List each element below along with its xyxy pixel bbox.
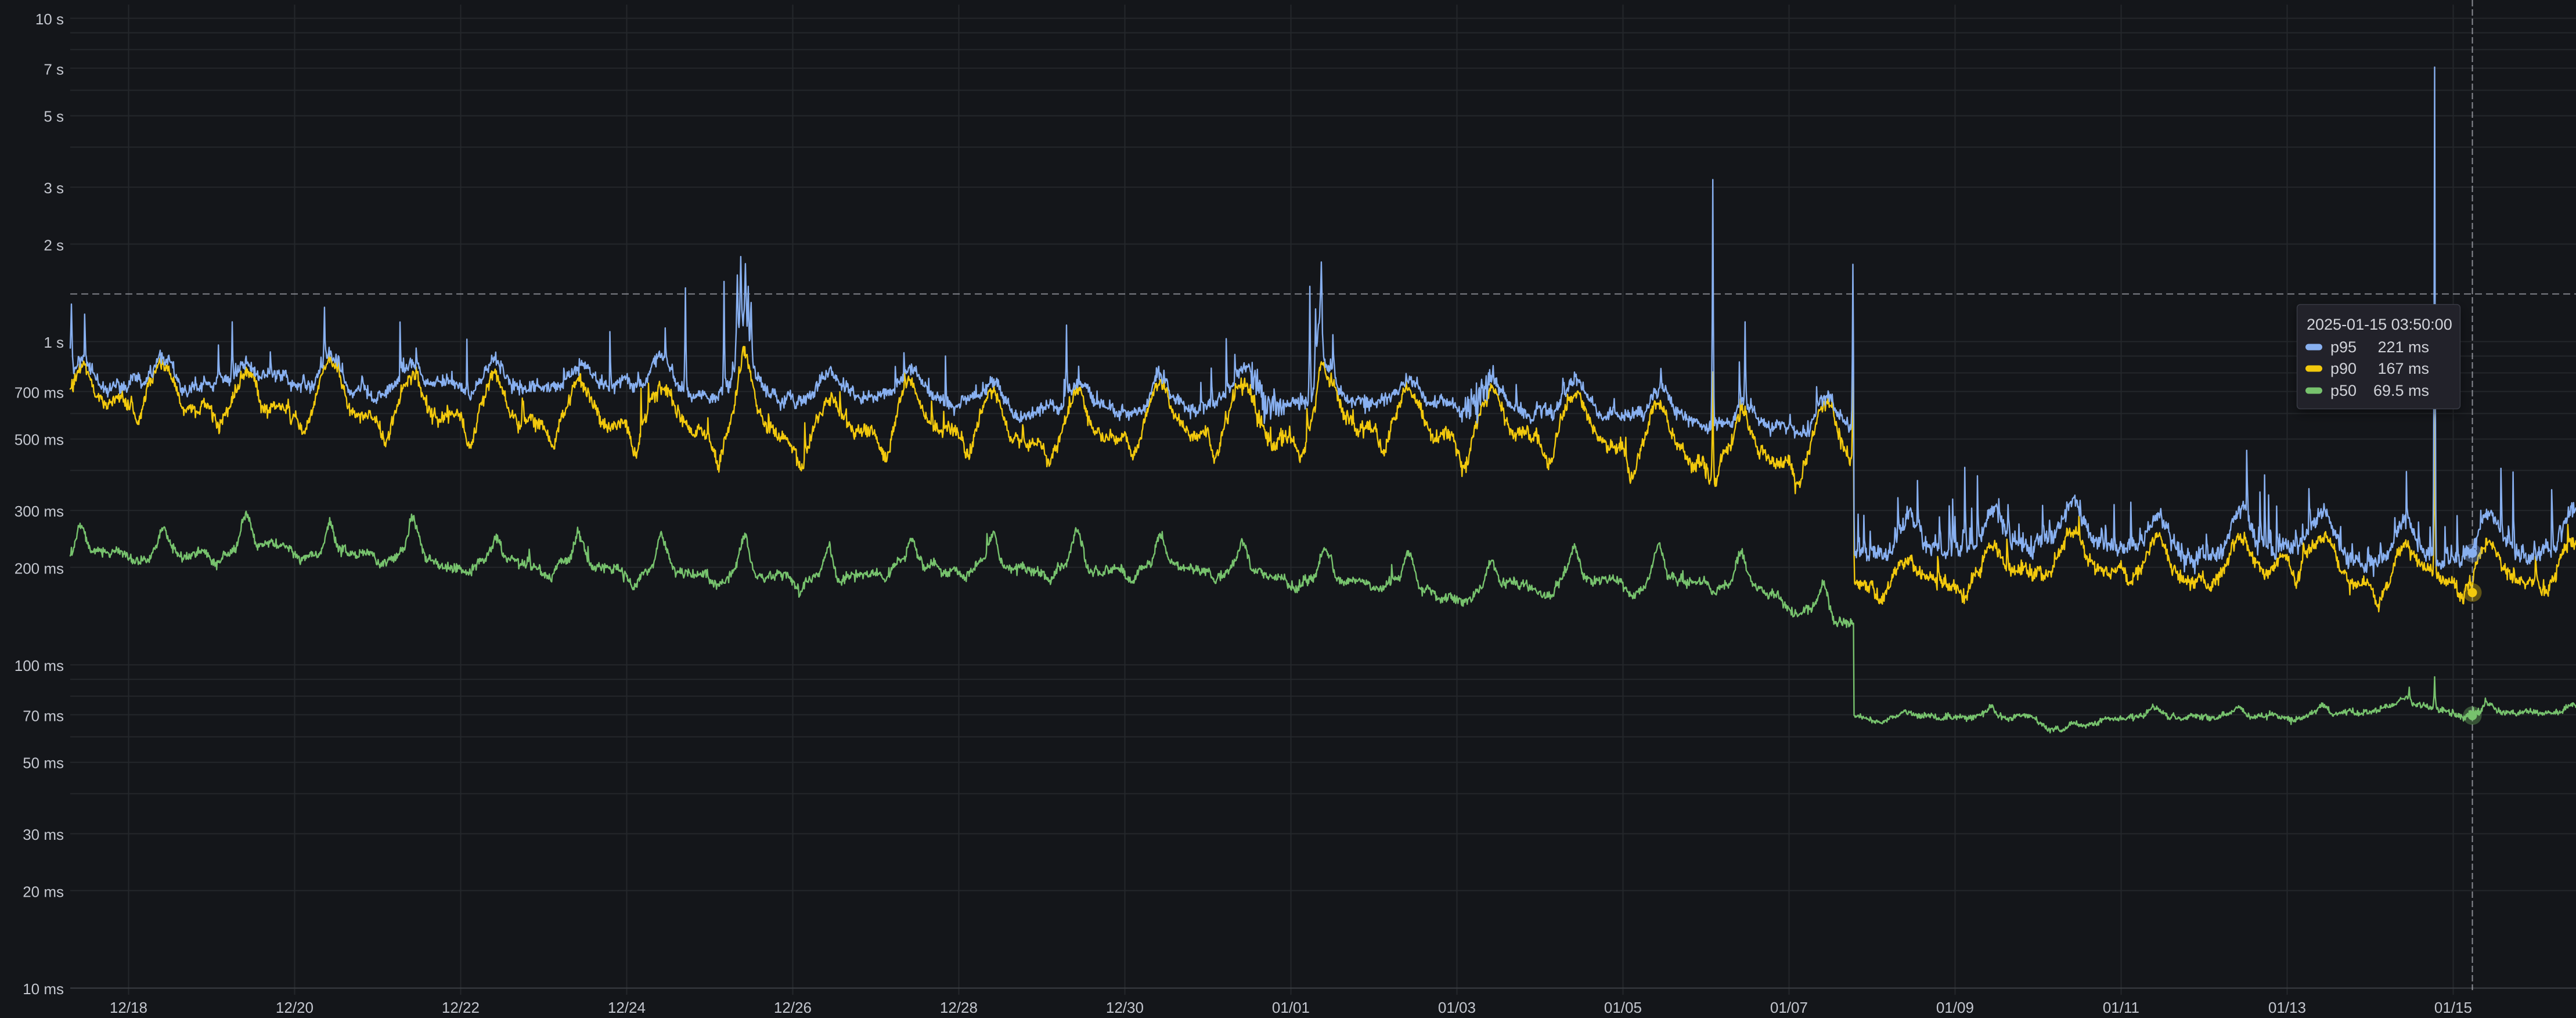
svg-text:69.5 ms: 69.5 ms: [2373, 382, 2429, 399]
svg-text:70 ms: 70 ms: [23, 707, 64, 724]
svg-text:p90: p90: [2330, 360, 2357, 377]
svg-text:p95: p95: [2330, 338, 2357, 356]
svg-text:20 ms: 20 ms: [23, 883, 64, 900]
svg-text:01/03: 01/03: [1438, 999, 1476, 1016]
svg-text:12/22: 12/22: [442, 999, 480, 1016]
svg-text:167 ms: 167 ms: [2377, 360, 2429, 377]
svg-text:1 s: 1 s: [44, 334, 64, 351]
svg-text:12/30: 12/30: [1106, 999, 1144, 1016]
svg-text:12/18: 12/18: [110, 999, 147, 1016]
svg-text:300 ms: 300 ms: [15, 503, 64, 520]
svg-text:2 s: 2 s: [44, 236, 64, 254]
svg-text:01/13: 01/13: [2268, 999, 2306, 1016]
svg-text:500 ms: 500 ms: [15, 431, 64, 449]
svg-text:2025-01-15 03:50:00: 2025-01-15 03:50:00: [2307, 316, 2452, 333]
svg-text:01/05: 01/05: [1604, 999, 1642, 1016]
svg-text:50 ms: 50 ms: [23, 755, 64, 772]
svg-text:p50: p50: [2330, 382, 2357, 399]
svg-text:700 ms: 700 ms: [15, 384, 64, 401]
svg-text:01/09: 01/09: [1936, 999, 1974, 1016]
svg-text:10 s: 10 s: [35, 10, 64, 28]
svg-text:10 ms: 10 ms: [23, 980, 64, 998]
svg-text:01/01: 01/01: [1272, 999, 1310, 1016]
svg-text:01/07: 01/07: [1770, 999, 1808, 1016]
svg-text:100 ms: 100 ms: [15, 657, 64, 674]
svg-text:7 s: 7 s: [44, 60, 64, 78]
svg-text:30 ms: 30 ms: [23, 826, 64, 843]
svg-text:5 s: 5 s: [44, 108, 64, 125]
svg-text:221 ms: 221 ms: [2377, 338, 2429, 356]
svg-text:12/28: 12/28: [940, 999, 978, 1016]
svg-text:12/26: 12/26: [774, 999, 812, 1016]
svg-text:3 s: 3 s: [44, 179, 64, 197]
svg-text:12/20: 12/20: [276, 999, 314, 1016]
svg-text:01/15: 01/15: [2434, 999, 2472, 1016]
svg-text:200 ms: 200 ms: [15, 559, 64, 577]
svg-text:12/24: 12/24: [608, 999, 646, 1016]
svg-text:01/11: 01/11: [2103, 999, 2139, 1016]
